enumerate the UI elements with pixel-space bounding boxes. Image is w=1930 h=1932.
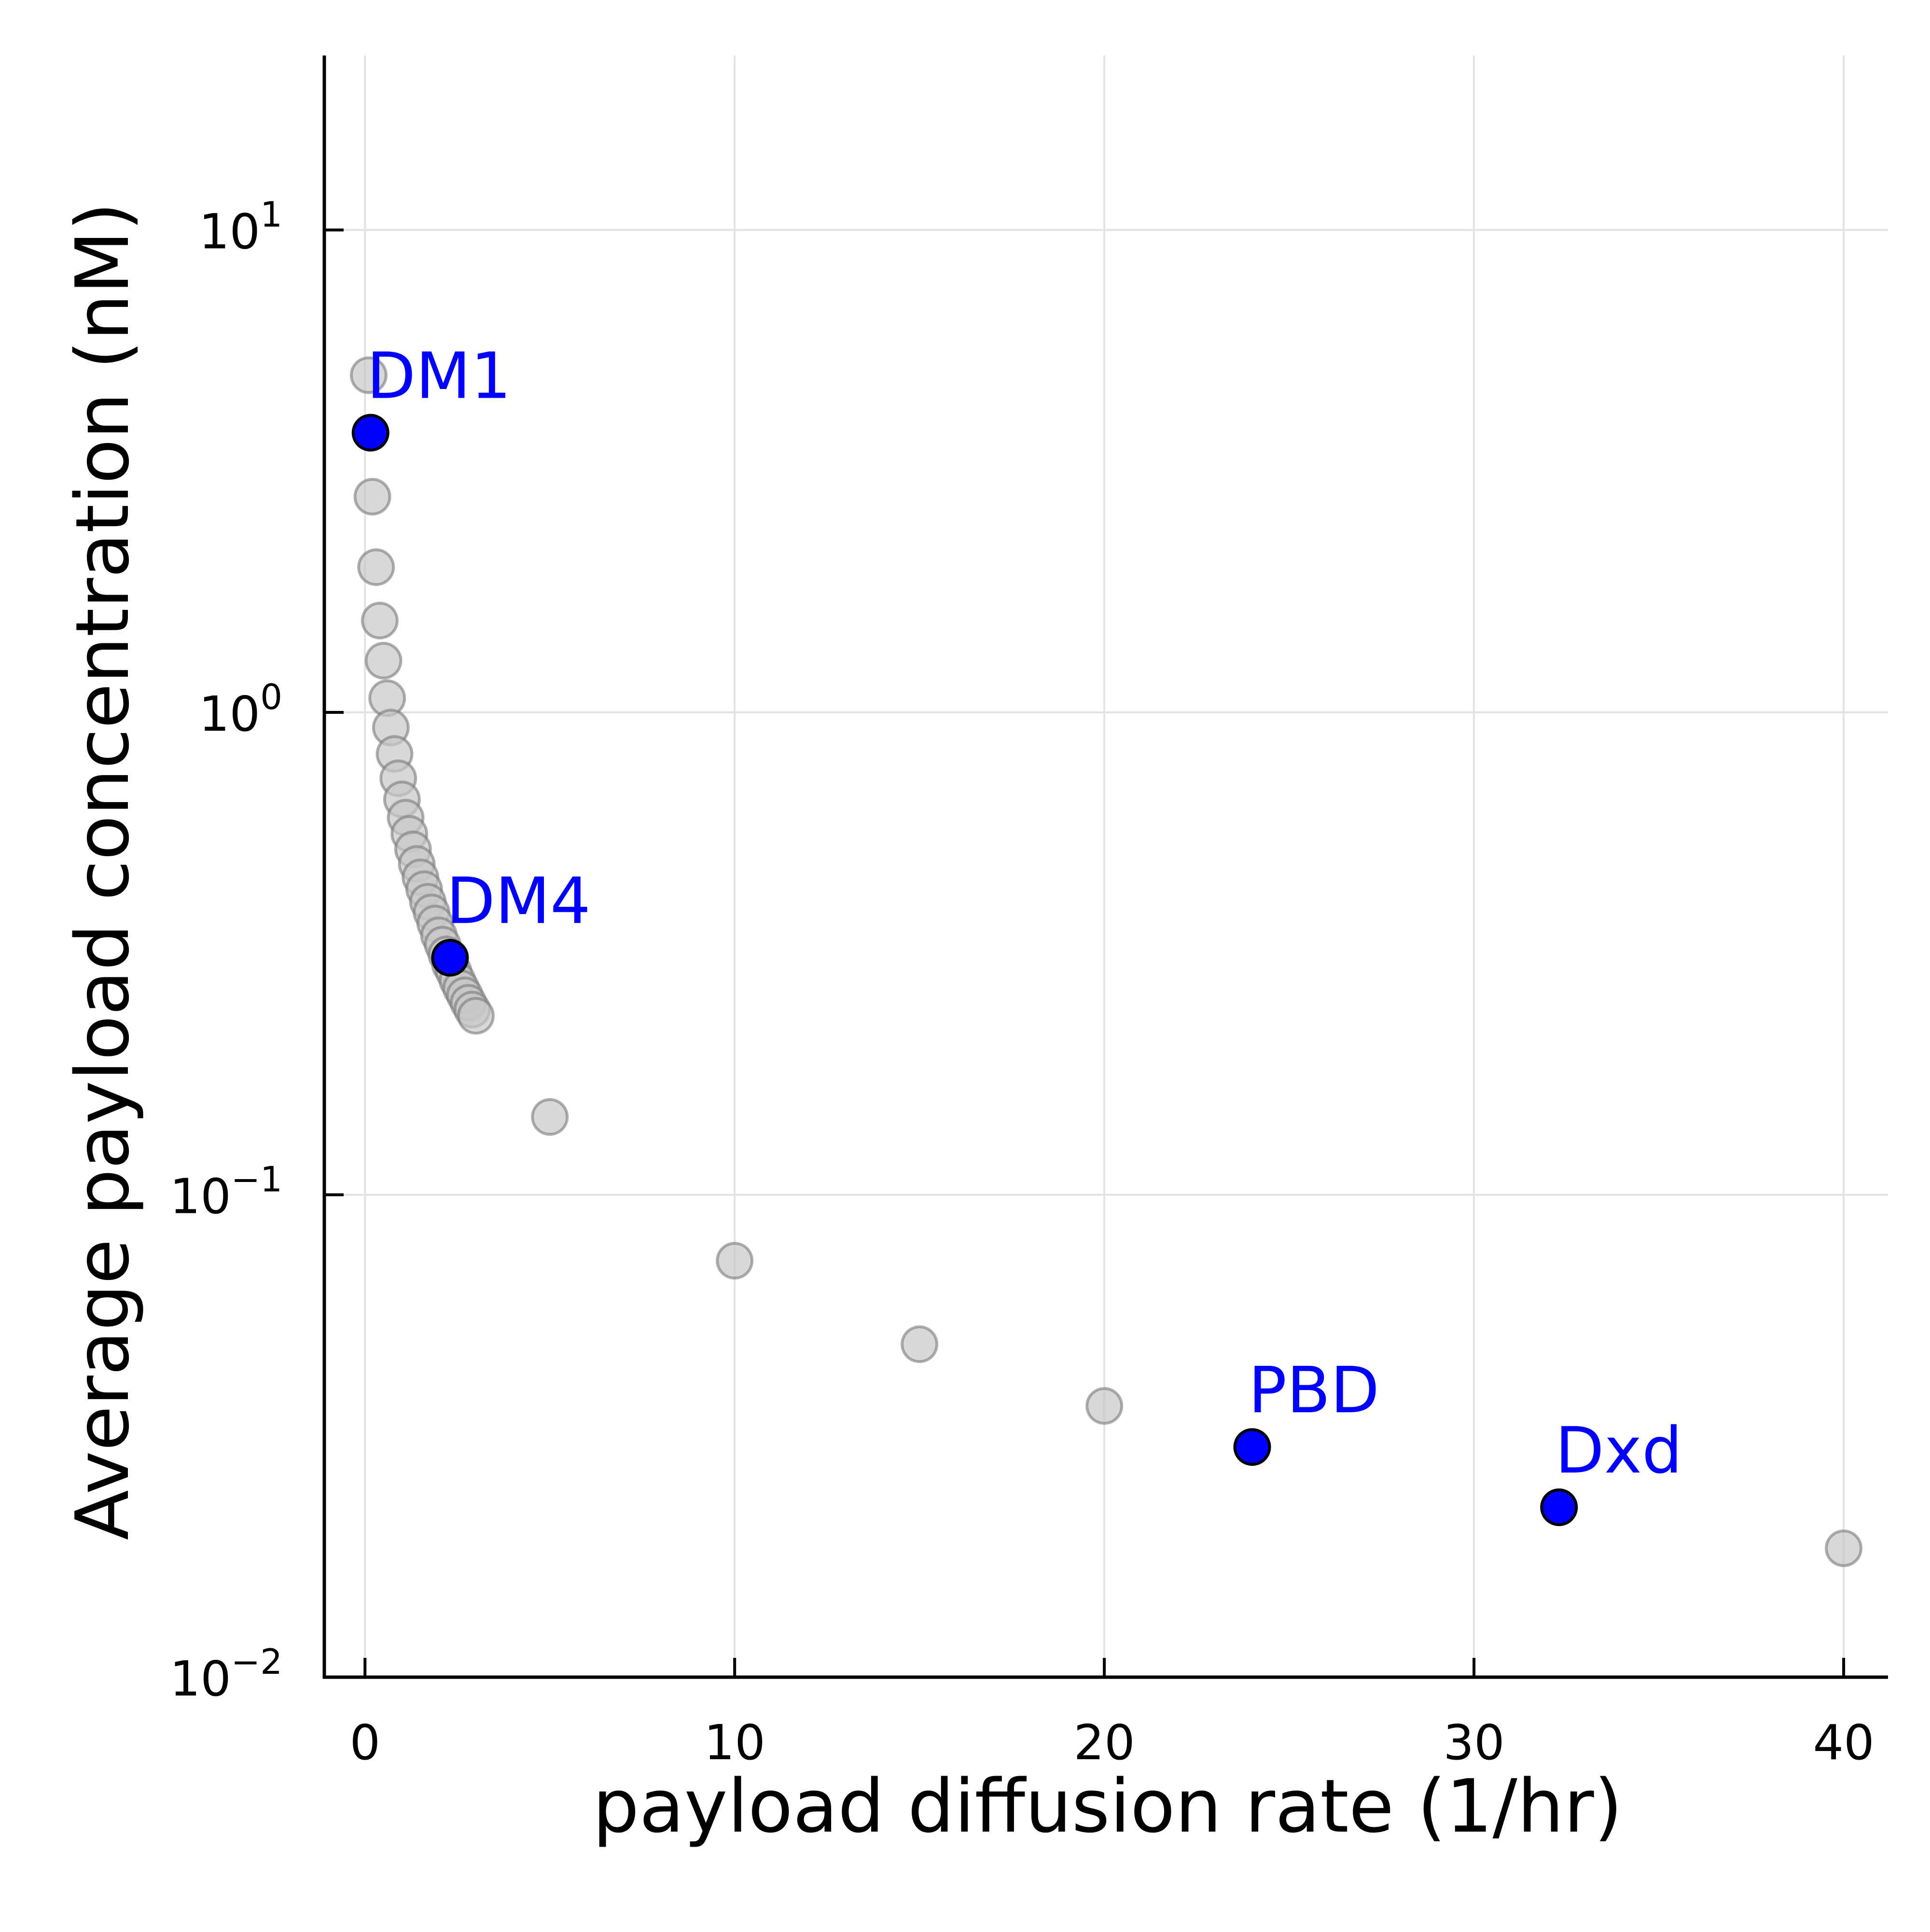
point-label: DM1	[367, 339, 512, 414]
point-labels: DM1 DM4 PBD Dxd	[367, 339, 1682, 1488]
data-point	[901, 1325, 939, 1363]
highlighted-point	[1540, 1488, 1578, 1526]
y-tick-label: 10−2	[170, 1641, 282, 1707]
x-tick-label: 20	[1074, 1714, 1135, 1771]
data-point	[1085, 1387, 1124, 1425]
y-axis-label: Average payload concentration (nM)	[60, 202, 145, 1540]
data-point	[457, 997, 495, 1035]
axes	[322, 56, 1888, 1679]
y-tick-label: 100	[199, 677, 282, 742]
highlighted-point	[431, 939, 469, 977]
point-label: PBD	[1249, 1353, 1380, 1428]
data-point	[353, 478, 391, 516]
tick-labels: 0 10 20 30 40 101 100 10−1 10−2	[170, 195, 1874, 1771]
x-tick-label: 0	[349, 1714, 380, 1771]
data-point	[1825, 1529, 1863, 1567]
highlighted-point	[351, 414, 389, 452]
data-point	[364, 641, 403, 680]
point-label: Dxd	[1555, 1414, 1682, 1488]
x-axis-label: payload diffusion rate (1/hr)	[593, 1764, 1623, 1849]
y-tick-label: 10−1	[170, 1159, 282, 1225]
data-point	[531, 1098, 569, 1136]
data-point	[357, 548, 395, 586]
data-point	[349, 356, 388, 394]
x-tick-label: 10	[704, 1714, 765, 1771]
y-tick-label: 101	[199, 195, 282, 260]
point-label: DM4	[446, 864, 591, 938]
data-point	[716, 1242, 754, 1280]
data-points	[349, 356, 1863, 1567]
data-point	[361, 601, 399, 639]
x-tick-label: 30	[1444, 1714, 1505, 1771]
x-tick-label: 40	[1813, 1714, 1874, 1771]
highlighted-point	[1233, 1428, 1271, 1466]
